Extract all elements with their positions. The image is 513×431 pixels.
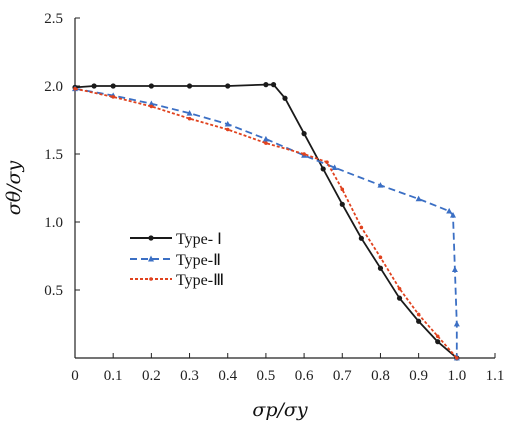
- x-tick-label: 0.3: [180, 368, 199, 384]
- data-point: [446, 207, 453, 214]
- y-tick-label: 2.0: [44, 79, 63, 95]
- data-point: [340, 187, 345, 192]
- data-point: [358, 235, 364, 241]
- legend-label-type-1: Type- Ⅰ: [176, 231, 222, 248]
- data-point: [73, 86, 77, 91]
- data-point: [331, 164, 338, 170]
- data-point: [455, 356, 459, 360]
- legend-entry-type-2: Type-Ⅱ: [130, 252, 221, 269]
- y-tick-label: 1.5: [44, 147, 63, 163]
- data-point: [110, 83, 116, 89]
- data-point: [453, 320, 460, 327]
- data-point: [262, 135, 269, 142]
- legend-marker-type-2: [148, 255, 154, 262]
- series-line-type-3: [74, 87, 458, 359]
- data-point: [149, 104, 154, 109]
- data-point: [148, 83, 154, 89]
- data-point: [450, 212, 456, 218]
- data-point: [302, 152, 306, 156]
- x-tick-label: 1.0: [447, 368, 466, 384]
- legend-label-type-3: Type-Ⅲ: [176, 272, 224, 289]
- data-point: [377, 265, 384, 271]
- legend-entry-type-1: Type- Ⅰ: [130, 231, 222, 248]
- x-axis-label: σp/σy: [252, 399, 308, 421]
- x-tick-label: 0.4: [218, 368, 237, 384]
- legend-entry-type-3: Type-Ⅲ: [130, 272, 224, 289]
- series-type-3: [73, 86, 459, 360]
- series-line-type-1: [74, 83, 458, 359]
- y-tick-label: 1.0: [44, 215, 63, 231]
- data-point: [301, 131, 307, 137]
- data-point: [396, 295, 403, 301]
- data-point: [225, 83, 231, 89]
- series-type-1: [72, 82, 460, 361]
- y-axis-label: σθ/σy: [3, 160, 25, 215]
- y-tick-label: 2.5: [44, 11, 63, 27]
- data-point: [416, 318, 422, 324]
- data-point: [186, 83, 193, 89]
- data-point: [187, 116, 192, 121]
- data-point: [415, 195, 422, 202]
- y-tick-label: 0.5: [44, 283, 63, 299]
- x-tick-label: 0.5: [257, 368, 276, 384]
- data-point: [397, 286, 402, 291]
- legend-label-type-2: Type-Ⅱ: [176, 252, 221, 269]
- data-point: [282, 95, 288, 101]
- data-point: [377, 182, 384, 188]
- data-point: [263, 82, 269, 88]
- legend: Type- Ⅰ Type-Ⅱ Type-Ⅲ: [130, 231, 224, 289]
- x-tick-label: 0: [71, 368, 79, 384]
- data-point: [451, 266, 458, 272]
- series-line-type-2: [74, 87, 458, 358]
- axis-ticks: 0 0.1 0.2 0.3 0.4 0.5 0.6 0.7 0.8 0.9 1.0 1.1 0.5 1.0…: [44, 11, 504, 384]
- data-point: [264, 141, 268, 145]
- data-point: [359, 225, 364, 230]
- x-tick-label: 0.1: [104, 368, 123, 384]
- series-type-2: [72, 85, 460, 361]
- data-point: [435, 334, 440, 339]
- x-tick-label: 0.8: [371, 368, 390, 384]
- data-point: [148, 100, 155, 107]
- data-point: [224, 120, 231, 127]
- legend-marker-type-1: [148, 235, 154, 241]
- data-point: [111, 95, 115, 99]
- axes: [74, 18, 495, 359]
- x-tick-label: 0.7: [333, 368, 352, 384]
- data-point: [435, 339, 441, 345]
- data-point: [186, 110, 193, 116]
- data-point: [225, 127, 230, 132]
- x-tick-label: 1.1: [486, 368, 505, 384]
- x-tick-label: 0.9: [409, 368, 428, 384]
- x-tick-label: 0.6: [295, 368, 314, 384]
- legend-marker-type-3: [149, 277, 153, 281]
- data-point: [325, 160, 329, 164]
- data-point: [378, 255, 383, 260]
- data-point: [320, 166, 326, 172]
- data-point: [270, 82, 277, 88]
- data-point: [339, 201, 345, 207]
- data-point: [416, 312, 421, 317]
- data-point: [91, 83, 97, 89]
- series-layer: [72, 82, 460, 361]
- x-tick-label: 0.2: [142, 368, 161, 384]
